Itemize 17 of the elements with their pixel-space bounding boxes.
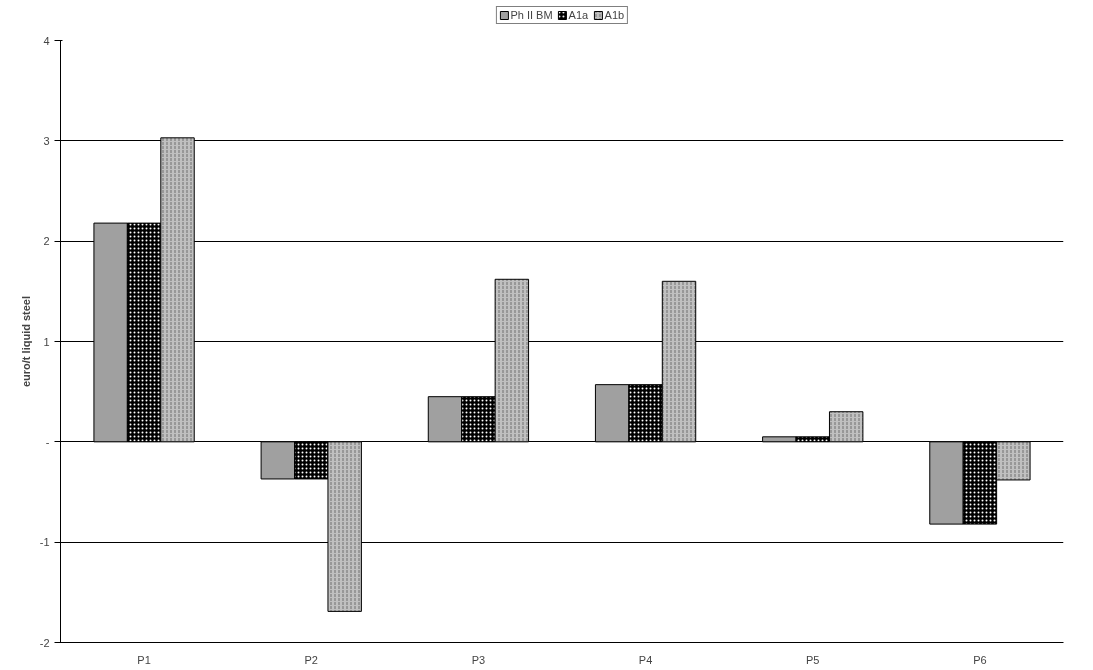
x-tick-label: P4	[638, 653, 653, 666]
legend-label: A1a	[568, 9, 589, 21]
y-tick-label: 2	[43, 235, 50, 248]
x-tick-label: P2	[304, 653, 318, 666]
y-tick-label: -	[45, 435, 50, 448]
y-axis-title: euro/t liquid steel	[19, 295, 32, 388]
y-tick-label: 3	[43, 134, 50, 147]
y-tick-label: 1	[43, 335, 50, 348]
legend-label: Ph II BM	[510, 9, 553, 21]
x-tick-label: P1	[137, 653, 151, 666]
legend-label: A1b	[604, 9, 625, 21]
x-tick-label: P5	[806, 653, 820, 666]
y-tick-label: -2	[39, 636, 50, 649]
x-tick-label: P6	[973, 653, 987, 666]
y-tick-label: -1	[39, 536, 50, 549]
y-tick-label: 4	[43, 34, 50, 47]
x-tick-label: P3	[471, 653, 486, 666]
